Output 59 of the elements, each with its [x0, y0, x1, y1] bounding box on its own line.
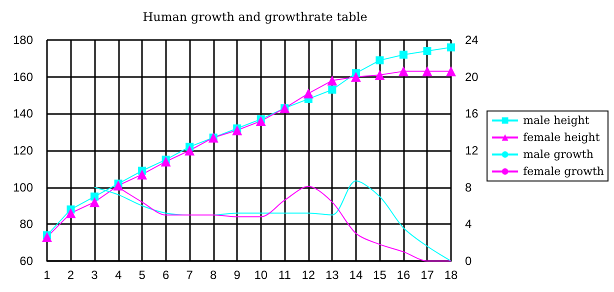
y2-tick-label: 12 [465, 144, 479, 158]
legend-label: female height [523, 131, 600, 144]
point [423, 47, 432, 56]
point [113, 180, 124, 190]
point [327, 76, 338, 86]
point [90, 197, 100, 208]
point [446, 66, 456, 76]
point [90, 192, 99, 201]
legend-label: male growth [523, 148, 594, 161]
x-tick-label: 4 [114, 268, 122, 282]
x-tick-label: 17 [420, 268, 434, 282]
x-tick-label: 8 [210, 268, 218, 282]
y-tick-label: 60 [20, 254, 34, 268]
y2-tick-label: 20 [465, 70, 479, 84]
y-tick-label: 120 [12, 144, 34, 158]
y-tick-label: 160 [12, 70, 34, 84]
y2-tick-label: 16 [465, 106, 479, 121]
x-tick-label: 5 [138, 268, 146, 282]
x-tick-label: 2 [67, 268, 74, 282]
chart-title: Human growth and growthrate table [142, 10, 368, 24]
y-tick-label: 140 [12, 106, 34, 121]
y2-tick-label: 8 [465, 180, 472, 194]
point [232, 125, 242, 136]
x-tick-label: 14 [349, 268, 363, 282]
point [350, 72, 361, 82]
x-tick-label: 12 [302, 268, 316, 282]
x-tick-label: 3 [91, 268, 98, 282]
point [66, 208, 76, 218]
x-tick-label: 11 [278, 268, 292, 282]
point [256, 116, 266, 126]
y-tick-label: 80 [20, 217, 34, 232]
point [42, 232, 52, 242]
legend-label: female growth [523, 165, 604, 178]
x-tick-label: 18 [444, 268, 458, 282]
y2-tick-label: 24 [465, 33, 479, 47]
x-tick-label: 13 [325, 268, 340, 282]
y2-tick-label: 4 [465, 217, 472, 232]
x-tick-label: 1 [44, 268, 51, 282]
point [376, 56, 384, 64]
point [374, 70, 385, 80]
point [422, 66, 432, 76]
y-tick-label: 100 [12, 180, 34, 194]
point [328, 86, 336, 94]
point [137, 169, 148, 180]
point [303, 88, 314, 98]
point [398, 66, 408, 76]
y-tick-label: 180 [12, 33, 34, 47]
x-tick-label: 15 [373, 268, 387, 282]
point [184, 146, 195, 156]
point [447, 43, 455, 52]
x-tick-label: 10 [254, 268, 268, 282]
x-tick-label: 7 [186, 268, 194, 282]
point [399, 50, 408, 59]
x-tick-label: 9 [234, 268, 241, 282]
point [160, 156, 171, 167]
x-tick-label: 16 [396, 268, 410, 282]
legend-label: male height [523, 114, 590, 127]
x-tick-label: 6 [162, 268, 170, 282]
y2-tick-label: 0 [465, 254, 472, 268]
